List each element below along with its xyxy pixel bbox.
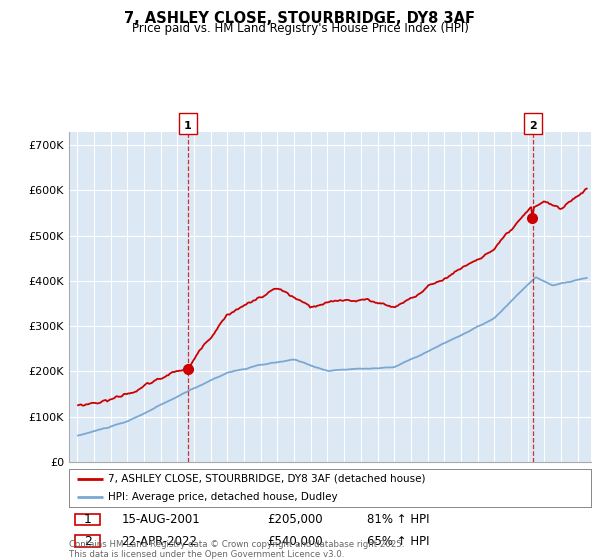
Text: Price paid vs. HM Land Registry's House Price Index (HPI): Price paid vs. HM Land Registry's House … <box>131 22 469 35</box>
Text: 2: 2 <box>529 121 536 131</box>
Text: 15-AUG-2001: 15-AUG-2001 <box>121 513 200 526</box>
Text: Contains HM Land Registry data © Crown copyright and database right 2025.
This d: Contains HM Land Registry data © Crown c… <box>69 540 404 559</box>
Text: 1: 1 <box>84 513 92 526</box>
Text: 81% ↑ HPI: 81% ↑ HPI <box>367 513 429 526</box>
FancyBboxPatch shape <box>75 535 100 547</box>
Text: 1: 1 <box>184 121 191 131</box>
Text: HPI: Average price, detached house, Dudley: HPI: Average price, detached house, Dudl… <box>108 492 338 502</box>
Text: 2: 2 <box>84 535 92 548</box>
Text: £205,000: £205,000 <box>268 513 323 526</box>
Text: £540,000: £540,000 <box>268 535 323 548</box>
Text: 65% ↑ HPI: 65% ↑ HPI <box>367 535 429 548</box>
FancyBboxPatch shape <box>75 514 100 525</box>
Text: 7, ASHLEY CLOSE, STOURBRIDGE, DY8 3AF: 7, ASHLEY CLOSE, STOURBRIDGE, DY8 3AF <box>125 11 476 26</box>
Text: 22-APR-2022: 22-APR-2022 <box>121 535 197 548</box>
Text: 7, ASHLEY CLOSE, STOURBRIDGE, DY8 3AF (detached house): 7, ASHLEY CLOSE, STOURBRIDGE, DY8 3AF (d… <box>108 474 425 484</box>
